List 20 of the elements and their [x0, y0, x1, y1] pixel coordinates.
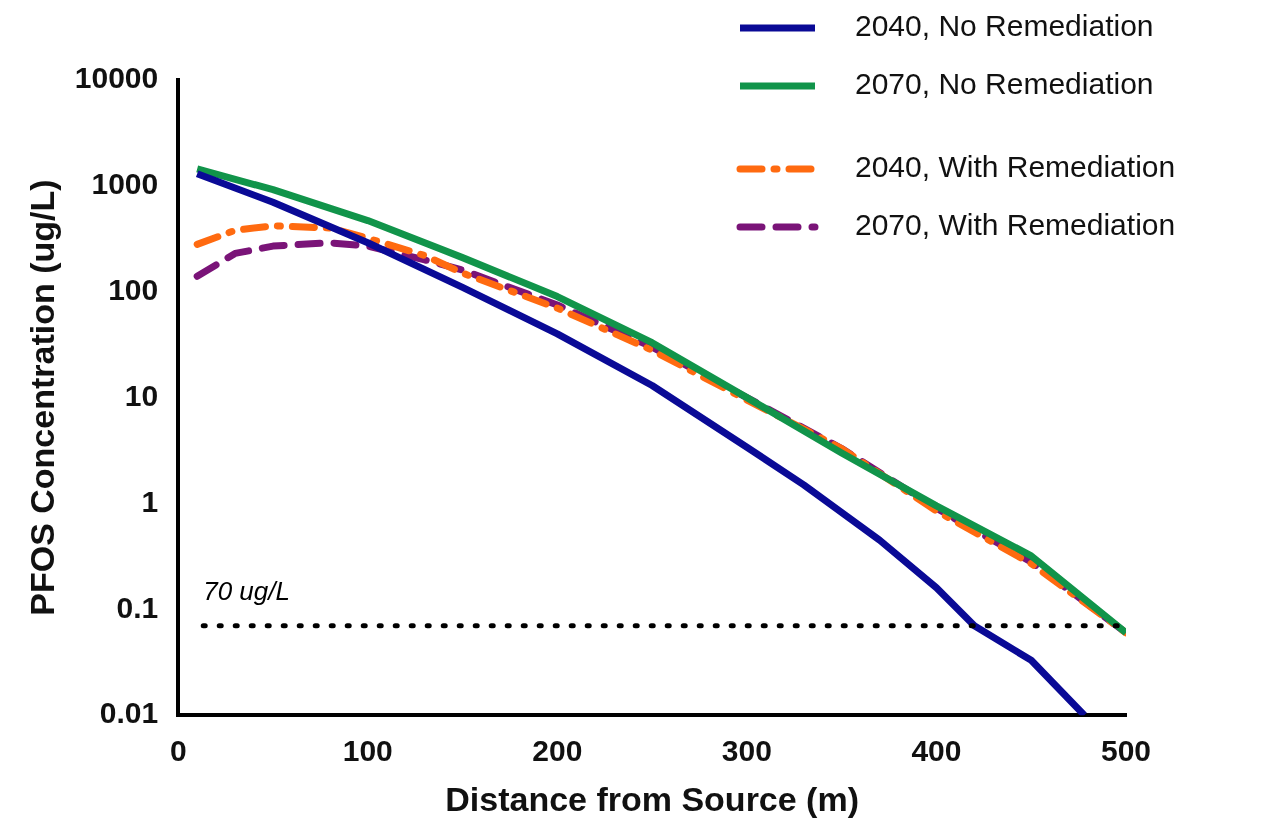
x-tick-label: 0: [169, 734, 187, 768]
y-tick-label: 1: [141, 484, 159, 518]
x-tick-label: 100: [342, 734, 393, 768]
legend-label: 2070, No Remediation: [855, 67, 1154, 101]
y-tick-label: 10000: [74, 61, 159, 95]
x-axis-title: Distance from Source (m): [445, 779, 859, 818]
legend-label: 2040, With Remediation: [855, 150, 1176, 184]
x-tick-label: 400: [911, 734, 962, 768]
x-tick-label: 500: [1100, 734, 1152, 768]
x-tick-label: 300: [721, 734, 772, 768]
x-tick-label: 200: [532, 734, 583, 768]
y-axis-title: PFOS Concentration (ug/L): [22, 179, 61, 616]
y-tick-label: 0.01: [99, 696, 159, 730]
y-tick-label: 10: [124, 378, 159, 412]
y-tick-label: 100: [108, 273, 159, 306]
legend-label: 2040, No Remediation: [855, 9, 1154, 43]
ref-line-label: 70 ug/L: [203, 575, 290, 606]
legend-label: 2070, With Remediation: [855, 208, 1176, 242]
y-tick-label: 1000: [91, 167, 159, 201]
y-tick-label: 0.1: [116, 590, 159, 624]
